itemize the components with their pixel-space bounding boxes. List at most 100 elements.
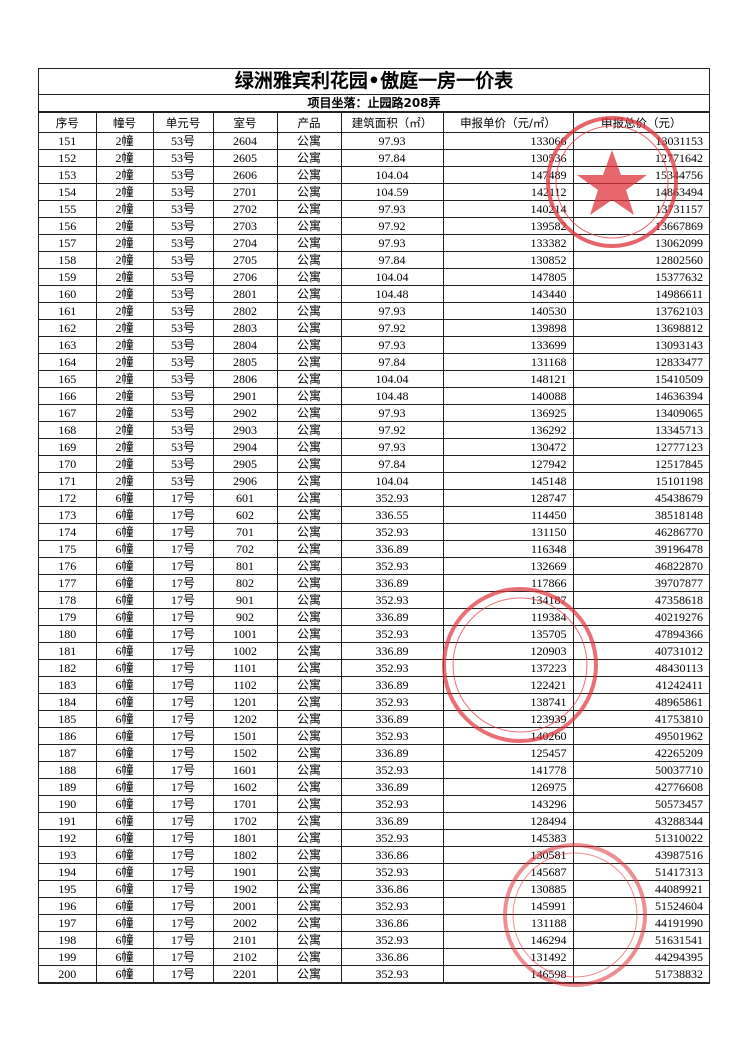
table-cell: 2幢 [95, 404, 154, 422]
table-cell: 2幢 [95, 149, 154, 167]
table-cell: 41753810 [572, 710, 709, 728]
table-cell: 53号 [152, 336, 214, 354]
table-cell: 公寓 [276, 625, 342, 643]
table-cell: 17号 [152, 506, 214, 524]
table-cell: 公寓 [276, 285, 342, 303]
table-cell: 178 [39, 591, 97, 609]
table-row: 154 2幢 53号 2701 公寓 104.59 142112 14863494 [39, 183, 709, 201]
table-cell: 公寓 [276, 404, 342, 422]
table-cell: 53号 [152, 200, 214, 218]
table-cell: 2201 [212, 965, 278, 983]
table-cell: 131168 [442, 353, 574, 371]
table-cell: 公寓 [276, 302, 342, 320]
table-cell: 17号 [152, 710, 214, 728]
table-row: 197 6幢 17号 2002 公寓 336.86 131188 44191990 [39, 914, 709, 932]
table-cell: 公寓 [276, 438, 342, 456]
table-cell: 17号 [152, 948, 214, 966]
table-row: 152 2幢 53号 2605 公寓 97.84 130536 12771642 [39, 149, 709, 167]
table-cell: 702 [212, 540, 278, 558]
table-cell: 153 [39, 166, 97, 184]
table-cell: 39707877 [572, 574, 709, 592]
table-body: 151 2幢 53号 2604 公寓 97.93 133066 13031153 152 2幢 53… [39, 132, 709, 983]
table-cell: 2幢 [95, 200, 154, 218]
table-cell: 2幢 [95, 370, 154, 388]
table-row: 183 6幢 17号 1102 公寓 336.89 122421 41242411 [39, 676, 709, 694]
table-cell: 2幢 [95, 336, 154, 354]
table-cell: 17号 [152, 489, 214, 507]
column-header: 产品 [276, 112, 342, 133]
table-cell: 2606 [212, 166, 278, 184]
table-cell: 13345713 [572, 421, 709, 439]
table-cell: 46286770 [572, 523, 709, 541]
table-row: 163 2幢 53号 2804 公寓 97.93 133699 13093143 [39, 336, 709, 354]
table-cell: 公寓 [276, 880, 342, 898]
table-cell: 125457 [442, 744, 574, 762]
table-cell: 17号 [152, 914, 214, 932]
table-row: 185 6幢 17号 1202 公寓 336.89 123939 41753810 [39, 710, 709, 728]
table-cell: 14863494 [572, 183, 709, 201]
table-cell: 156 [39, 217, 97, 235]
table-cell: 17号 [152, 863, 214, 881]
table-cell: 181 [39, 642, 97, 660]
table-cell: 46822870 [572, 557, 709, 575]
table-cell: 336.89 [340, 812, 444, 830]
table-cell: 352.93 [340, 829, 444, 847]
table-cell: 12777123 [572, 438, 709, 456]
table-cell: 17号 [152, 642, 214, 660]
table-cell: 17号 [152, 693, 214, 711]
table-cell: 122421 [442, 676, 574, 694]
table-cell: 2805 [212, 353, 278, 371]
table-cell: 137223 [442, 659, 574, 677]
table-cell: 183 [39, 676, 97, 694]
table-cell: 145687 [442, 863, 574, 881]
table-cell: 17号 [152, 557, 214, 575]
table-cell: 6幢 [95, 540, 154, 558]
table-cell: 公寓 [276, 676, 342, 694]
table-row: 164 2幢 53号 2805 公寓 97.84 131168 12833477 [39, 353, 709, 371]
table-cell: 17号 [152, 591, 214, 609]
table-row: 196 6幢 17号 2001 公寓 352.93 145991 51524604 [39, 897, 709, 915]
table-cell: 104.04 [340, 472, 444, 490]
table-cell: 2605 [212, 149, 278, 167]
table-row: 191 6幢 17号 1702 公寓 336.89 128494 43288344 [39, 812, 709, 830]
table-cell: 167 [39, 404, 97, 422]
table-cell: 公寓 [276, 642, 342, 660]
table-cell: 53号 [152, 166, 214, 184]
table-cell: 145383 [442, 829, 574, 847]
table-cell: 17号 [152, 812, 214, 830]
table-cell: 193 [39, 846, 97, 864]
table-cell: 145148 [442, 472, 574, 490]
table-cell: 336.89 [340, 540, 444, 558]
table-cell: 184 [39, 693, 97, 711]
table-cell: 352.93 [340, 523, 444, 541]
table-cell: 50037710 [572, 761, 709, 779]
table-cell: 336.89 [340, 710, 444, 728]
table-cell: 169 [39, 438, 97, 456]
table-cell: 1001 [212, 625, 278, 643]
table-cell: 2903 [212, 421, 278, 439]
table-cell: 131188 [442, 914, 574, 932]
table-cell: 53号 [152, 217, 214, 235]
table-cell: 1502 [212, 744, 278, 762]
table-cell: 152 [39, 149, 97, 167]
table-cell: 6幢 [95, 506, 154, 524]
table-cell: 145991 [442, 897, 574, 915]
table-cell: 140530 [442, 302, 574, 320]
table-cell: 336.55 [340, 506, 444, 524]
table-cell: 179 [39, 608, 97, 626]
table-cell: 131492 [442, 948, 574, 966]
table-cell: 352.93 [340, 931, 444, 949]
table-cell: 6幢 [95, 693, 154, 711]
table-cell: 53号 [152, 132, 214, 150]
table-cell: 1501 [212, 727, 278, 745]
table-cell: 6幢 [95, 523, 154, 541]
table-cell: 51417313 [572, 863, 709, 881]
table-cell: 公寓 [276, 727, 342, 745]
price-table: 序号 幢号 单元号 室号 产品 建筑面积（㎡） 申报单价（元/㎡） 申报总价（元） 151 2幢… [39, 112, 709, 983]
table-cell: 17号 [152, 540, 214, 558]
table-cell: 公寓 [276, 234, 342, 252]
table-cell: 1801 [212, 829, 278, 847]
table-cell: 186 [39, 727, 97, 745]
table-cell: 53号 [152, 472, 214, 490]
table-cell: 17号 [152, 625, 214, 643]
